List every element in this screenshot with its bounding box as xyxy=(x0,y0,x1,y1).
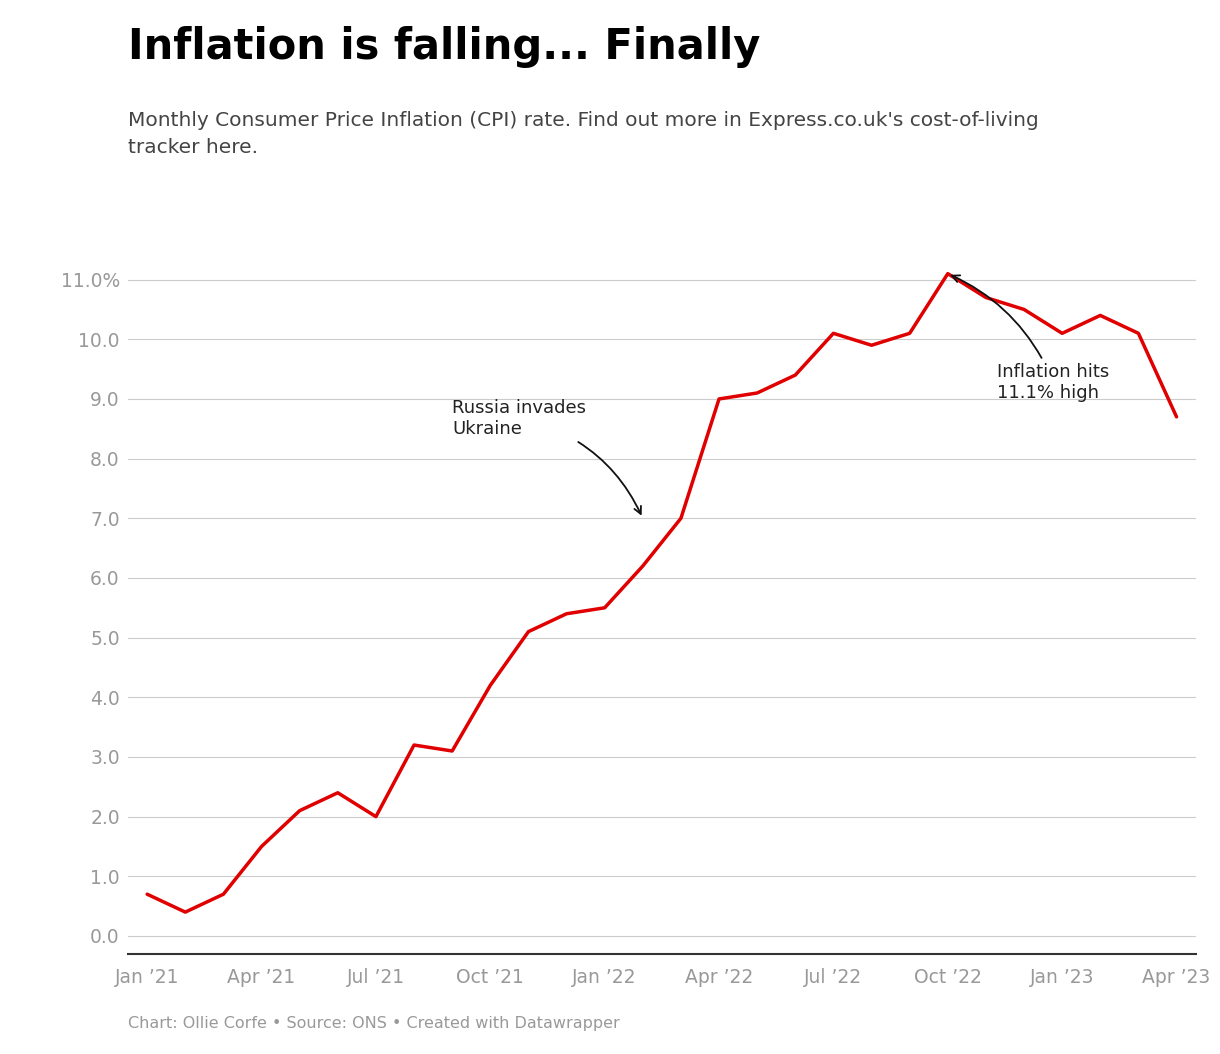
Text: Chart: Ollie Corfe • Source: ONS • Created with Datawrapper: Chart: Ollie Corfe • Source: ONS • Creat… xyxy=(128,1016,620,1031)
Text: Russia invades
Ukraine: Russia invades Ukraine xyxy=(453,398,640,514)
Text: Inflation is falling... Finally: Inflation is falling... Finally xyxy=(128,26,760,69)
Text: Monthly Consumer Price Inflation (CPI) rate. Find out more in Express.co.uk's co: Monthly Consumer Price Inflation (CPI) r… xyxy=(128,111,1039,157)
Text: Inflation hits
11.1% high: Inflation hits 11.1% high xyxy=(952,275,1110,402)
